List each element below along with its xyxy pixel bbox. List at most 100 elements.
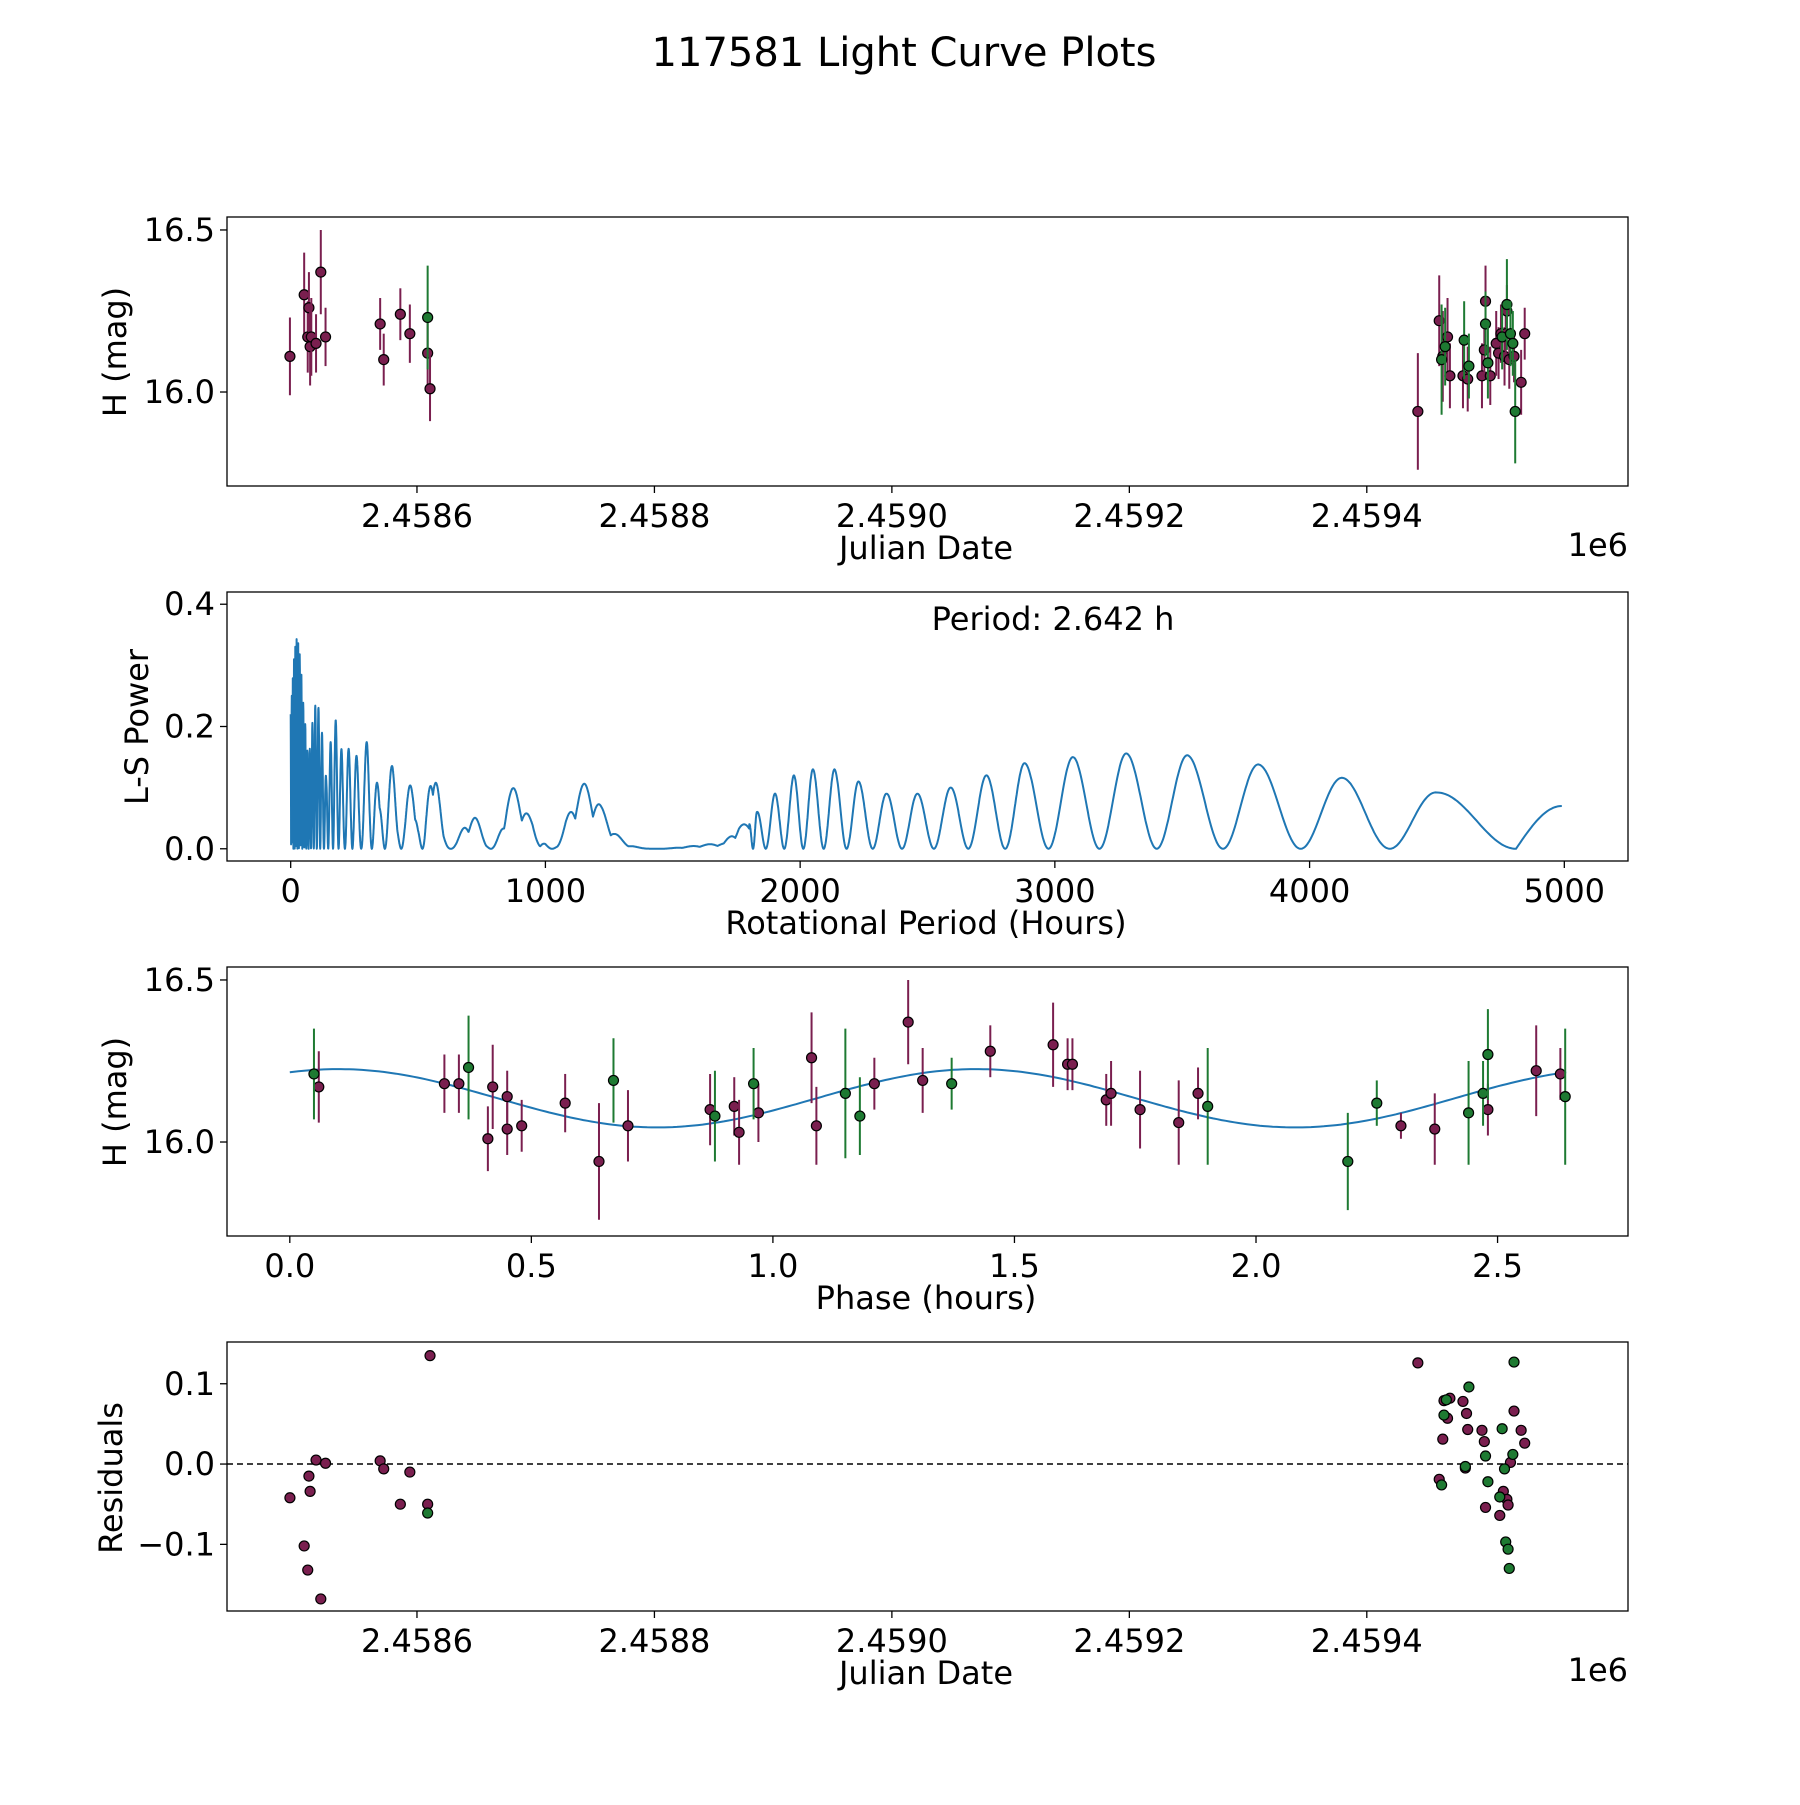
phased-point-magenta: [487, 1081, 499, 1093]
lightcurve-point-magenta: [319, 331, 332, 343]
residuals-point-magenta: [1412, 1357, 1424, 1369]
lightcurve-ytick-label: 16.0: [144, 373, 215, 411]
phased-xtick-label: 1.0: [747, 1247, 798, 1285]
lightcurve-point-magenta: [1444, 370, 1456, 382]
residuals-ytick-label: 0.1: [164, 1365, 215, 1403]
residuals-point-magenta: [298, 1540, 310, 1552]
residuals-xtick-label: 2.4588: [598, 1622, 710, 1660]
residuals-point-green: [1496, 1423, 1508, 1435]
phased-point-magenta: [984, 1045, 996, 1057]
residuals-point-magenta: [1437, 1433, 1449, 1445]
phased-point-green: [1462, 1107, 1475, 1119]
phased-xtick-label: 2.5: [1472, 1247, 1523, 1285]
phased-ytick-label: 16.0: [144, 1123, 215, 1161]
phased-point-green: [462, 1061, 475, 1074]
periodogram-xtick-label: 3000: [1014, 872, 1095, 910]
phased-point-magenta: [752, 1107, 765, 1119]
phased-xtick-label: 1.5: [989, 1247, 1040, 1285]
phased-point-magenta: [1134, 1104, 1146, 1116]
residuals-point-green: [1463, 1381, 1475, 1393]
lightcurve-xtick-label: 2.4594: [1311, 497, 1423, 535]
lightcurve-point-magenta: [378, 354, 390, 366]
lightcurve-point-green: [1501, 298, 1513, 311]
lightcurve-xtick-label: 2.4588: [598, 497, 710, 535]
phased-point-magenta: [1047, 1039, 1059, 1051]
residuals-ytick-label: −0.1: [137, 1525, 215, 1563]
periodogram-xtick-label: 5000: [1524, 872, 1605, 910]
phased-fit-curve: [289, 1068, 1567, 1129]
lightcurve-point-magenta: [1412, 405, 1424, 418]
phased-point-magenta: [1173, 1116, 1185, 1129]
phased-point-magenta: [482, 1133, 494, 1145]
phased-point-magenta: [733, 1126, 745, 1138]
residuals-point-magenta: [303, 1470, 315, 1482]
residuals-point-magenta: [310, 1454, 322, 1466]
phased-point-magenta: [438, 1078, 450, 1090]
residuals-plot: [227, 1350, 1628, 1605]
phased-ylabel: H (mag): [96, 1037, 134, 1167]
lightcurve-point-green: [1504, 328, 1517, 340]
phased-point-green: [839, 1087, 851, 1099]
lightcurve-offset-label: 1e6: [1568, 526, 1628, 564]
phased-point-green: [1202, 1100, 1214, 1112]
residuals-point-magenta: [1508, 1405, 1520, 1417]
periodogram-ylabel: L-S Power: [118, 648, 156, 805]
lightcurve-point-green: [1479, 318, 1492, 330]
lightcurve-point-magenta: [298, 289, 310, 301]
residuals-point-magenta: [302, 1564, 314, 1576]
lightcurve-xtick-label: 2.4590: [836, 497, 948, 535]
lightcurve-point-magenta: [284, 350, 296, 362]
residuals-point-magenta: [378, 1463, 390, 1475]
phased-xtick-label: 0.0: [264, 1247, 315, 1285]
phased-point-green: [854, 1110, 866, 1122]
residuals-point-green: [1502, 1543, 1514, 1555]
periodogram-xtick-label: 2000: [759, 872, 840, 910]
lightcurve-xlabel: Julian Date: [837, 529, 1013, 567]
phased-point-magenta: [1066, 1058, 1079, 1070]
phased-point-magenta: [593, 1155, 605, 1168]
residuals-point-green: [1440, 1394, 1452, 1406]
lightcurve-point-green: [1509, 405, 1521, 418]
lightcurve-point-green: [1507, 337, 1519, 349]
lightcurve-point-magenta: [310, 337, 322, 349]
residuals-xtick-label: 2.4586: [361, 1622, 473, 1660]
residuals-point-green: [1435, 1479, 1448, 1491]
phased-point-green: [308, 1068, 320, 1080]
phased-point-magenta: [868, 1078, 880, 1090]
phased-xtick-label: 2.0: [1231, 1247, 1282, 1285]
residuals-xtick-label: 2.4590: [836, 1622, 948, 1660]
residuals-point-magenta: [319, 1457, 332, 1469]
lightcurve-point-magenta: [374, 318, 386, 330]
periodogram-line: [289, 638, 1562, 850]
lightcurve-point-magenta: [1508, 350, 1520, 362]
phased-point-magenta: [805, 1052, 818, 1064]
phased-point-green: [1482, 1048, 1494, 1061]
periodogram-ytick-label: 0.2: [164, 708, 215, 746]
residuals-point-magenta: [1515, 1424, 1527, 1436]
phased-point-magenta: [728, 1100, 740, 1112]
residuals-point-green: [1503, 1562, 1515, 1575]
phased-point-magenta: [1554, 1068, 1566, 1080]
residuals-point-magenta: [1460, 1407, 1473, 1420]
phased-point-magenta: [902, 1016, 914, 1028]
lightcurve-point-magenta: [404, 328, 416, 340]
residuals-point-green: [1498, 1463, 1511, 1475]
residuals-point-green: [1459, 1460, 1471, 1473]
phased-point-magenta: [453, 1078, 465, 1090]
residuals-point-magenta: [304, 1485, 316, 1497]
residuals-point-magenta: [1519, 1437, 1531, 1449]
lightcurve-point-green: [1439, 341, 1451, 353]
lightcurve-point-green: [1435, 354, 1448, 366]
phased-point-green: [709, 1110, 721, 1122]
lightcurve-ytick-label: 16.5: [144, 211, 215, 249]
residuals-point-magenta: [284, 1492, 296, 1504]
residuals-offset-label: 1e6: [1568, 1651, 1628, 1689]
lightcurve-ylabel: H (mag): [96, 287, 134, 417]
lightcurve-xtick-label: 2.4592: [1073, 497, 1185, 535]
residuals-point-magenta: [1457, 1395, 1469, 1408]
residuals-ytick-label: 0.0: [164, 1445, 215, 1483]
lightcurve-point-magenta: [1519, 328, 1531, 340]
phased-point-magenta: [501, 1123, 513, 1135]
residuals-point-magenta: [1462, 1423, 1474, 1436]
